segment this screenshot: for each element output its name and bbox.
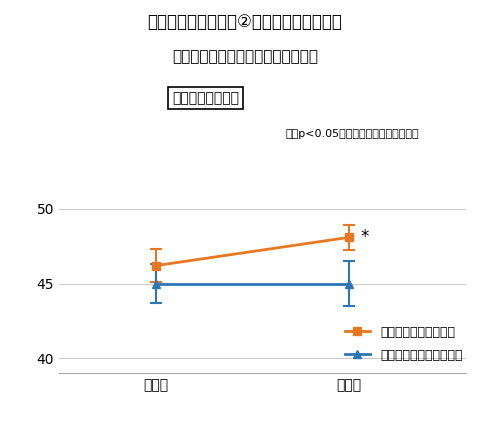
Text: *: * — [361, 228, 369, 246]
Text: ナトリードの機能性②【視覚的な記憶力】: ナトリードの機能性②【視覚的な記憶力】 — [147, 13, 343, 31]
Text: 見たものや出来事を覚え思い出す力: 見たものや出来事を覚え思い出す力 — [172, 49, 318, 64]
Text: 視覚記憶力スコア: 視覚記憶力スコア — [172, 91, 239, 105]
Text: ＊：p<0.05（対ナトリード非摂取群）: ＊：p<0.05（対ナトリード非摂取群） — [286, 129, 419, 139]
Legend: 「ナトリード」摂取群, 「ナトリード」非摂取群: 「ナトリード」摂取群, 「ナトリード」非摂取群 — [340, 321, 467, 367]
